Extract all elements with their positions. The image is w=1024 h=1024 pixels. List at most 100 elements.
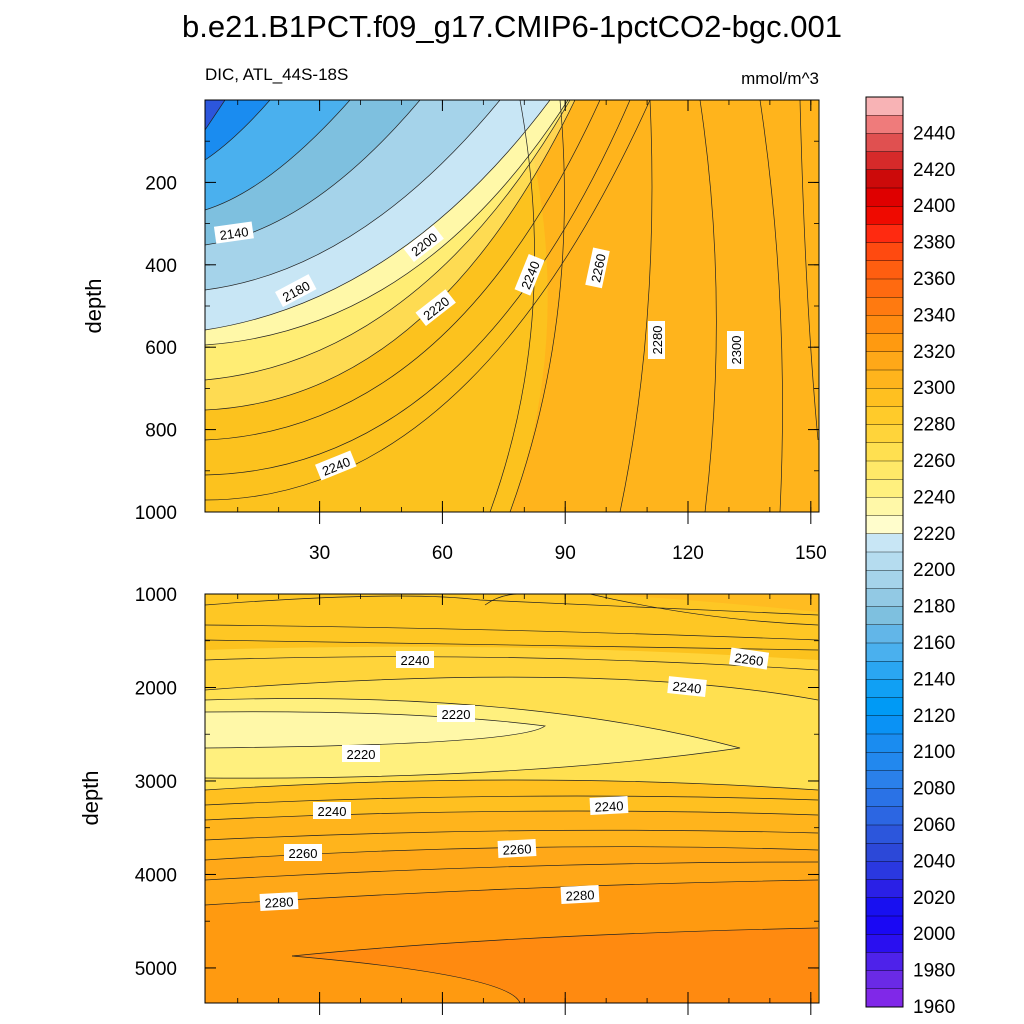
colorbar-swatch (865, 624, 904, 644)
top-x-tick-label: 60 (432, 543, 453, 564)
bottom-depth-panel: 2240 2260 2240 2220 2220 2240 2240 2260 2260 2280… (78, 585, 820, 1015)
colorbar-swatch (865, 424, 904, 444)
bottom-y-tick-label: 4000 (135, 865, 177, 886)
colorbar-swatch (865, 588, 904, 608)
colorbar-swatch (865, 315, 904, 335)
bottom-contour-label: 2240 (667, 676, 707, 697)
colorbar-swatch (865, 915, 904, 935)
top-y-tick-label: 1000 (135, 503, 177, 524)
top-depth-panel: DIC, ATL_44S-18S mmol/m^3 (81, 65, 827, 564)
colorbar-label: 2320 (913, 342, 955, 363)
top-contour-label: 2280 (648, 321, 665, 359)
colorbar-label: 2200 (913, 560, 955, 581)
bottom-y-tick-label: 5000 (135, 959, 177, 980)
bottom-contour-label: 2260 (497, 839, 537, 858)
colorbar-label: 2180 (913, 597, 955, 618)
top-y-tick-label: 800 (145, 421, 177, 442)
colorbar-swatch (865, 934, 904, 953)
colorbar-swatch (865, 479, 904, 498)
colorbar: 2440 2420 2400 2380 2360 2340 2320 2300 2280 2260… (865, 96, 955, 1018)
colorbar-swatch (865, 897, 904, 917)
colorbar-swatch (865, 515, 904, 535)
bottom-contour-label: 2260 (729, 647, 770, 670)
colorbar-swatch (865, 497, 904, 517)
top-y-axis-label: depth (81, 278, 106, 333)
colorbar-label: 2400 (913, 196, 955, 217)
colorbar-swatch (865, 806, 904, 826)
colorbar-swatch (865, 770, 904, 790)
colorbar-swatch (865, 970, 904, 990)
bottom-contour-label: 2220 (437, 705, 475, 722)
colorbar-swatch (865, 278, 904, 298)
colorbar-label: 2340 (913, 305, 955, 326)
svg-text:2240: 2240 (594, 798, 624, 814)
colorbar-label: 1980 (913, 961, 955, 982)
colorbar-label: 2020 (913, 888, 955, 909)
colorbar-swatch (865, 187, 904, 207)
bottom-y-tick-label: 1000 (135, 585, 177, 606)
top-contour-label: 2300 (727, 331, 744, 369)
top-filled-contours (205, 100, 819, 512)
colorbar-swatch (865, 679, 904, 699)
colorbar-swatch (865, 843, 904, 862)
bottom-contour-lines (205, 594, 819, 1003)
colorbar-swatch (865, 606, 904, 626)
svg-text:2220: 2220 (442, 707, 471, 722)
svg-text:2280: 2280 (264, 894, 294, 910)
bottom-contour-label: 2240 (313, 802, 351, 819)
svg-text:2300: 2300 (729, 336, 744, 365)
top-contour-lines (205, 100, 819, 512)
colorbar-swatch (865, 879, 904, 899)
bottom-contour-label: 2220 (342, 745, 380, 762)
bottom-contour-label: 2280 (259, 892, 299, 911)
colorbar-label: 2360 (913, 269, 955, 290)
bottom-y-axis-label: depth (78, 770, 103, 825)
colorbar-label: 2440 (913, 123, 955, 144)
svg-text:2260: 2260 (289, 846, 318, 861)
colorbar-swatch (865, 151, 904, 171)
colorbar-label: 2220 (913, 524, 955, 545)
bottom-contour-labels: 2240 2260 2240 2220 2220 2240 2240 2260 2260 2280… (259, 647, 770, 911)
bottom-y-tick-label: 3000 (135, 772, 177, 793)
colorbar-label: 2300 (913, 378, 955, 399)
colorbar-frame (865, 96, 904, 1008)
svg-text:2260: 2260 (734, 650, 765, 669)
bottom-contour-label: 2240 (396, 651, 434, 668)
colorbar-label: 2240 (913, 487, 955, 508)
top-x-tick-label: 150 (795, 543, 827, 564)
colorbar-label: 2100 (913, 742, 955, 763)
colorbar-swatch (865, 133, 904, 153)
colorbar-swatch (865, 570, 904, 589)
top-y-tick-label: 600 (145, 338, 177, 359)
colorbar-swatch (865, 460, 904, 480)
svg-text:2240: 2240 (672, 679, 702, 697)
colorbar-swatch (865, 752, 904, 771)
colorbar-swatch (865, 205, 904, 225)
colorbar-swatch (865, 533, 904, 553)
variable-label: DIC, ATL_44S-18S (205, 65, 348, 84)
svg-text:2280: 2280 (650, 326, 665, 355)
colorbar-swatch (865, 824, 904, 844)
top-x-tick-label: 90 (555, 543, 576, 564)
colorbar-label: 2060 (913, 815, 955, 836)
top-x-axis: 30 60 90 120 150 (237, 100, 827, 564)
svg-text:2220: 2220 (347, 747, 376, 762)
colorbar-label: 2140 (913, 669, 955, 690)
colorbar-swatch (865, 114, 904, 134)
top-contour-label: 2140 (213, 221, 254, 244)
svg-text:2240: 2240 (401, 653, 430, 668)
colorbar-swatch (865, 369, 904, 389)
colorbar-swatch (865, 442, 904, 462)
bottom-contour-label: 2240 (589, 796, 629, 815)
figure-title: b.e21.B1PCT.f09_g17.CMIP6-1pctCO2-bgc.00… (182, 9, 842, 44)
colorbar-label: 2380 (913, 233, 955, 254)
colorbar-swatch (865, 642, 904, 662)
colorbar-swatch (865, 260, 904, 280)
colorbar-label: 2040 (913, 851, 955, 872)
colorbar-label: 2120 (913, 706, 955, 727)
top-y-tick-label: 200 (145, 173, 177, 194)
colorbar-swatch (865, 661, 904, 680)
colorbar-swatches (865, 96, 904, 1008)
